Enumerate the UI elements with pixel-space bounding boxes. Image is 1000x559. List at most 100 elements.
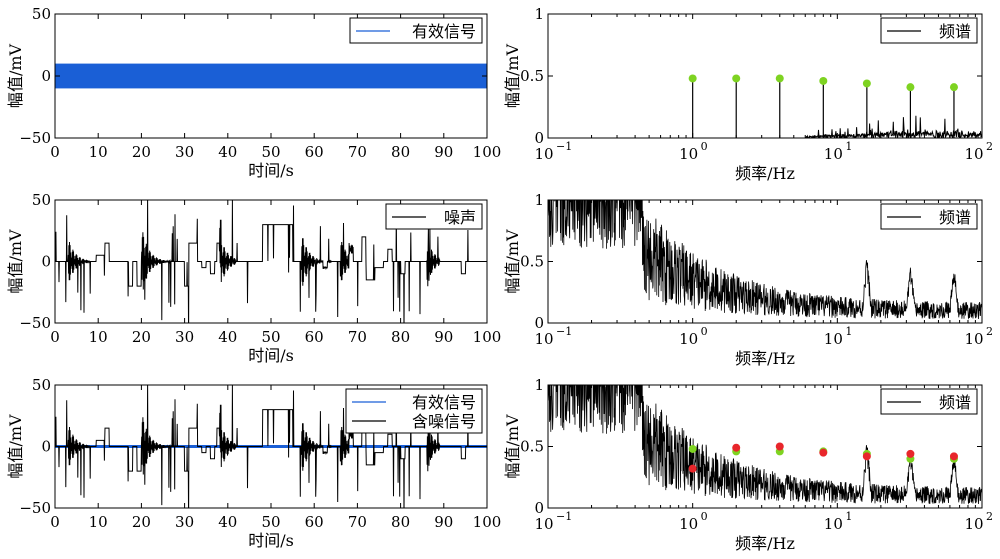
legend-label: 有效信号	[412, 22, 476, 41]
panel-p5: 0 10 20 30 40 50 60 70 80 90 100500−50时间/s幅值/mV有效信…	[6, 376, 501, 550]
x-tick-label: 30	[175, 328, 194, 346]
x-tick-exponent: 1	[845, 510, 852, 523]
x-tick-exponent: 0	[701, 140, 708, 153]
legend-box	[880, 17, 978, 44]
x-tick-label: 70	[348, 328, 367, 346]
x-tick-label: 10	[824, 515, 843, 533]
x-tick-label: 80	[391, 513, 410, 531]
y-tick-label: 0	[41, 438, 51, 456]
y-tick-label: −50	[19, 499, 51, 517]
x-tick-label: 40	[218, 513, 237, 531]
x-tick-label: 90	[434, 513, 453, 531]
peak-marker	[688, 74, 697, 83]
x-tick-label: 30	[175, 143, 194, 161]
y-tick-label: 1	[534, 376, 544, 394]
x-axis-label: 频率/Hz	[735, 349, 795, 368]
x-tick-exponent: 0	[701, 325, 708, 338]
x-tick-label: 10	[964, 145, 983, 163]
x-tick-label: 10	[534, 145, 553, 163]
x-tick-label: 100	[473, 513, 502, 531]
x-tick-label: 10	[89, 328, 108, 346]
x-tick-label: 50	[261, 328, 280, 346]
x-tick-label: 10	[89, 513, 108, 531]
peak-marker	[819, 76, 828, 85]
peak-marker	[732, 74, 741, 83]
legend-label: 频谱	[939, 393, 971, 412]
x-tick-exponent: 1	[845, 140, 852, 153]
noisy-peak-marker	[688, 464, 697, 473]
y-tick-label: −50	[19, 314, 51, 332]
y-axis-label: 幅值/mV	[6, 229, 25, 294]
panel-p1: 0 10 20 30 40 50 60 70 80 90 100500−50时间/s幅值/mV有效信…	[6, 5, 501, 180]
peak-marker	[688, 444, 697, 453]
x-tick-label: 60	[305, 328, 324, 346]
legend-box	[345, 388, 483, 434]
x-axis-label: 时间/s	[248, 531, 294, 550]
x-tick-exponent: −1	[556, 140, 572, 153]
x-tick-label: 60	[305, 513, 324, 531]
y-tick-label: 0	[534, 314, 544, 332]
x-tick-label: 20	[132, 328, 151, 346]
x-tick-label: 10	[964, 515, 983, 533]
x-axis-label: 时间/s	[248, 346, 294, 365]
y-tick-label: 1	[534, 191, 544, 209]
legend-label: 噪声	[444, 208, 476, 227]
x-tick-label: 10	[824, 330, 843, 348]
y-tick-label: 50	[32, 376, 51, 394]
noisy-peak-marker	[819, 448, 828, 457]
legend-label: 含噪信号	[412, 412, 476, 431]
x-tick-exponent: −1	[556, 325, 572, 338]
x-tick-label: 70	[348, 513, 367, 531]
x-tick-label: 50	[261, 513, 280, 531]
plot-area	[55, 63, 487, 89]
y-tick-label: 0.5	[520, 67, 544, 85]
x-tick-exponent: 0	[701, 510, 708, 523]
x-tick-label: 30	[175, 513, 194, 531]
legend-label: 有效信号	[412, 393, 476, 412]
y-axis-label: 幅值/mV	[503, 229, 522, 294]
x-tick-label: 70	[348, 143, 367, 161]
series-line	[548, 115, 982, 138]
x-tick-label: 0	[50, 143, 60, 161]
x-tick-label: 10	[534, 515, 553, 533]
plot-area	[548, 200, 982, 320]
y-axis-label: 幅值/mV	[503, 43, 522, 108]
noisy-peak-marker	[862, 452, 871, 461]
legend-label: 频谱	[939, 208, 971, 227]
y-axis-label: 幅值/mV	[6, 43, 25, 108]
x-tick-label: 10	[679, 515, 698, 533]
y-tick-label: 0.5	[520, 438, 544, 456]
x-tick-label: 80	[391, 143, 410, 161]
y-tick-label: 50	[32, 5, 51, 23]
x-tick-exponent: 1	[845, 325, 852, 338]
y-tick-label: 0	[534, 129, 544, 147]
legend: 噪声	[385, 203, 483, 230]
plot-area	[55, 385, 487, 508]
y-tick-label: −50	[19, 129, 51, 147]
peak-marker	[775, 74, 784, 83]
x-axis-label: 频率/Hz	[735, 164, 795, 183]
x-tick-label: 40	[218, 143, 237, 161]
noisy-peak-marker	[732, 443, 741, 452]
x-tick-label: 10	[534, 330, 553, 348]
y-tick-label: 0	[41, 67, 51, 85]
peak-marker	[949, 83, 958, 92]
y-tick-label: 50	[32, 191, 51, 209]
x-tick-exponent: 2	[986, 140, 993, 153]
y-tick-label: 1	[534, 5, 544, 23]
legend-box	[880, 203, 978, 230]
legend: 有效信号	[349, 17, 483, 44]
legend-box	[880, 388, 978, 415]
peak-marker	[862, 79, 871, 88]
y-axis-label: 幅值/mV	[6, 414, 25, 479]
series-line	[548, 200, 982, 320]
x-tick-exponent: 2	[986, 510, 993, 523]
y-tick-label: 0	[534, 499, 544, 517]
series-line	[55, 200, 487, 323]
x-tick-label: 100	[473, 143, 502, 161]
peak-marker	[906, 83, 915, 92]
